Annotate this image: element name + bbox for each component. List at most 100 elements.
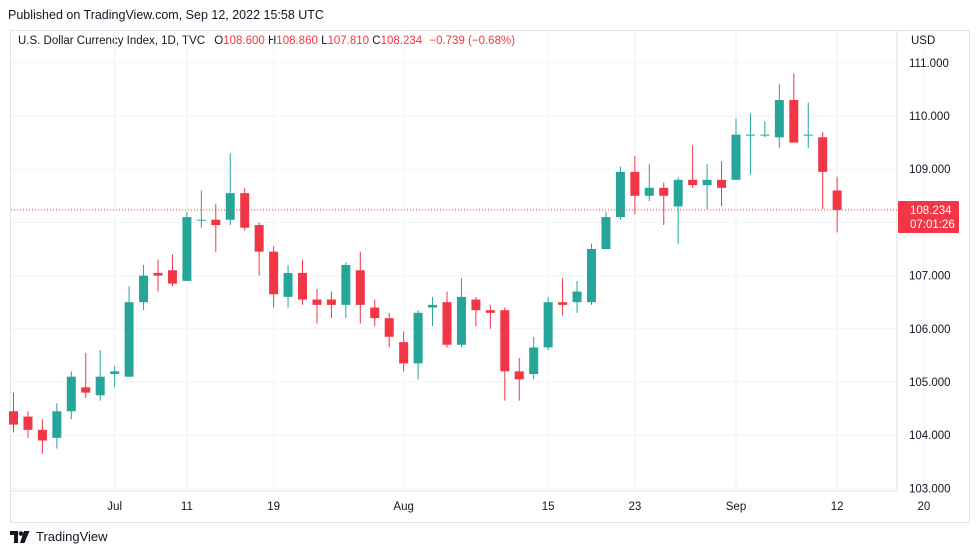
candle xyxy=(428,296,438,327)
candle-body xyxy=(572,291,582,303)
candle-body xyxy=(110,371,120,375)
y-tick-label: 107.000 xyxy=(909,271,951,283)
candle xyxy=(601,211,611,249)
candle-body xyxy=(9,411,18,425)
candle-body xyxy=(731,134,741,180)
legend-symbol: U.S. Dollar Currency Index, 1D, TVC xyxy=(18,35,206,47)
candle-body xyxy=(745,134,755,136)
candle xyxy=(326,291,336,319)
grid-lines xyxy=(11,31,925,490)
last-price-label: 108.234 xyxy=(910,205,952,217)
candle-body xyxy=(254,225,264,252)
x-tick-label: 19 xyxy=(267,501,280,513)
candle-body xyxy=(283,272,293,297)
candle-body xyxy=(673,179,683,207)
candle xyxy=(456,278,466,348)
candle-body xyxy=(240,193,250,228)
candle xyxy=(832,176,842,233)
footer: TradingView xyxy=(10,529,108,544)
legend-open-value: 108.600 xyxy=(223,35,265,47)
candle xyxy=(558,278,568,316)
x-tick-label: 11 xyxy=(181,501,193,513)
chart-frame xyxy=(10,30,970,523)
candle xyxy=(673,177,683,244)
candle xyxy=(283,264,293,308)
candle-body xyxy=(529,347,539,375)
candle xyxy=(803,102,813,148)
candle-body xyxy=(211,219,221,226)
candle-body xyxy=(789,100,799,143)
candle xyxy=(312,288,322,324)
candle-body xyxy=(500,310,510,372)
tradingview-logo-icon[interactable] xyxy=(10,530,30,543)
candle-body xyxy=(832,190,842,210)
candle-body xyxy=(717,179,727,188)
legend-close-value: 108.234 xyxy=(380,35,423,47)
y-axis-unit: USD xyxy=(911,35,935,47)
candle xyxy=(543,296,553,351)
candle-body xyxy=(644,187,654,196)
candle xyxy=(167,254,177,287)
last-price-tag xyxy=(898,200,959,233)
x-tick-label: Jul xyxy=(107,501,122,513)
candle xyxy=(659,182,669,226)
candle-body xyxy=(659,187,669,196)
legend-low-value: 107.810 xyxy=(327,35,370,47)
y-tick-label: 111.000 xyxy=(909,58,949,70)
candle xyxy=(572,280,582,313)
candle-body xyxy=(81,387,91,393)
x-tick-label: Aug xyxy=(393,501,413,513)
candle-body xyxy=(428,304,438,308)
candle xyxy=(702,163,712,210)
candle xyxy=(124,286,134,377)
candle xyxy=(615,166,625,220)
candle-body xyxy=(818,137,828,172)
candle-body xyxy=(312,299,322,305)
candle xyxy=(717,161,727,207)
candle xyxy=(9,392,18,433)
candle-body xyxy=(471,299,481,311)
last-price-marker: 108.234 07:01:26 xyxy=(11,200,959,233)
y-tick-label: 109.000 xyxy=(909,164,951,176)
candle-body xyxy=(543,302,553,348)
candle-body xyxy=(587,249,596,303)
candle xyxy=(760,121,770,138)
candle-body xyxy=(225,193,235,220)
x-tick-label: 23 xyxy=(628,501,641,513)
candle xyxy=(211,203,221,252)
candle xyxy=(399,331,409,372)
candle-body xyxy=(52,411,62,438)
candle-body xyxy=(442,302,452,345)
candle-body xyxy=(456,296,466,345)
y-tick-label: 106.000 xyxy=(909,324,951,336)
candle-body xyxy=(413,312,423,364)
candle-body xyxy=(485,310,495,313)
candle-body xyxy=(167,270,177,284)
candle xyxy=(269,246,279,308)
candle-body xyxy=(196,219,206,221)
candle-body xyxy=(23,416,33,430)
candle xyxy=(110,366,120,388)
candle xyxy=(471,296,481,327)
legend-high-label: H xyxy=(267,35,277,47)
candle-body xyxy=(326,299,336,305)
legend-open-label: O xyxy=(214,35,224,47)
candle xyxy=(139,264,149,311)
candle-body xyxy=(399,342,409,364)
candle-body xyxy=(95,376,105,396)
candle xyxy=(240,187,250,231)
candle-body xyxy=(601,217,611,249)
candle xyxy=(355,251,365,324)
candle-body xyxy=(774,100,784,138)
x-tick-label: Sep xyxy=(726,501,746,513)
candle xyxy=(196,190,206,228)
candle xyxy=(514,358,524,401)
candle xyxy=(341,262,351,319)
candle-body xyxy=(124,302,134,377)
legend-low-label: L xyxy=(321,35,328,47)
brand-name[interactable]: TradingView xyxy=(36,529,108,544)
candle xyxy=(81,352,91,398)
candle xyxy=(23,411,33,438)
y-tick-label: 105.000 xyxy=(909,377,951,389)
